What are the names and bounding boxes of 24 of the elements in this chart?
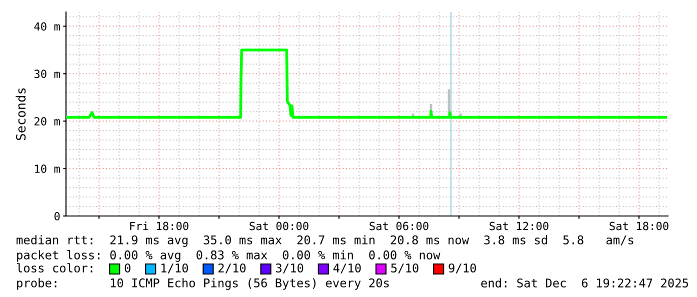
x-tick-label: Sat 18:00 — [610, 222, 668, 230]
x-tick-label: Fri 18:00 — [130, 222, 188, 230]
y-axis-title: Seconds — [16, 88, 26, 140]
x-tick-label: Sat 06:00 — [370, 222, 428, 230]
legend-label: 1/10 — [161, 263, 188, 274]
y-tick-label: 30 m — [34, 70, 60, 78]
legend-label: 9/10 — [448, 263, 476, 274]
legend-label: 2/10 — [218, 263, 246, 274]
y-tick-label: 10 m — [35, 164, 60, 173]
text: end: Sat Dec 6 19:22:47 2025 — [481, 278, 688, 288]
y-tick-label: 0 — [54, 212, 60, 220]
x-tick-label: Sat 00:00 — [250, 222, 308, 230]
text: loss color: — [16, 263, 92, 272]
line-series — [66, 48, 668, 119]
legend-label: 3/10 — [276, 263, 304, 274]
y-tick-label: 40 m — [34, 22, 60, 31]
legend-label: 0 — [124, 263, 130, 272]
text: packet loss: 0.00 % avg 0.83 % max 0.00 % min 0.00 % now — [17, 250, 440, 262]
x-tick-label: Sat 12:00 — [490, 222, 548, 230]
y-tick-label: 20 m — [34, 117, 60, 126]
legend-label: 5/10 — [391, 263, 418, 274]
legend-label: 4/10 — [333, 263, 361, 274]
text: probe: 10 ICMP Echo Pings (56 Bytes) every 20s — [17, 278, 389, 290]
text: median rtt: 21.9 ms avg 35.0 ms max 20.7 ms min 20.8 ms now 3.8 ms sd 5.8 am/s — [16, 235, 634, 247]
